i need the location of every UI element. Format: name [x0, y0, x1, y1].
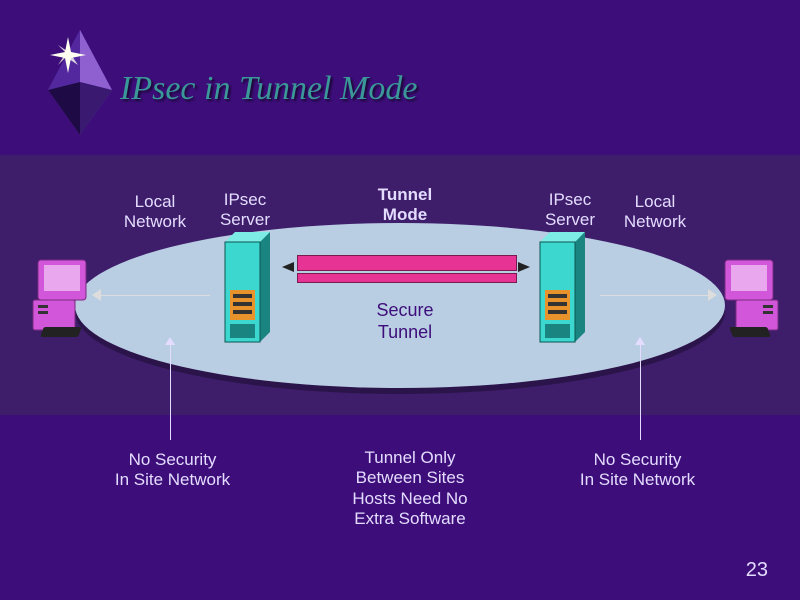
ipsec-server-left [215, 232, 285, 357]
v-arrow-right [640, 345, 641, 440]
label-tunnel-mode: TunnelMode [365, 185, 445, 226]
slide-title: IPsec in Tunnel Mode [120, 70, 417, 108]
label-no-security-left: No SecurityIn Site Network [100, 450, 245, 491]
label-ipsec-server-left: IPsecServer [210, 190, 280, 231]
label-ipsec-server-right: IPsecServer [535, 190, 605, 231]
v-arrow-left [170, 345, 171, 440]
computer-right [698, 255, 783, 345]
logo-diamond [40, 30, 120, 140]
label-local-network-right: LocalNetwork [615, 192, 695, 233]
tunnel-bar-bottom [297, 273, 517, 283]
arrow-line-left [100, 295, 210, 296]
label-tunnel-note: Tunnel OnlyBetween SitesHosts Need NoExt… [335, 448, 485, 530]
page-number: 23 [746, 559, 768, 582]
computer-left [28, 255, 113, 345]
tunnel-arrow-right [518, 262, 530, 272]
label-local-network-left: LocalNetwork [115, 192, 195, 233]
ipsec-server-right [530, 232, 600, 357]
label-no-security-right: No SecurityIn Site Network [565, 450, 710, 491]
arrow-line-right [600, 295, 710, 296]
label-secure-tunnel: SecureTunnel [365, 300, 445, 343]
tunnel-bar-top [297, 255, 517, 271]
